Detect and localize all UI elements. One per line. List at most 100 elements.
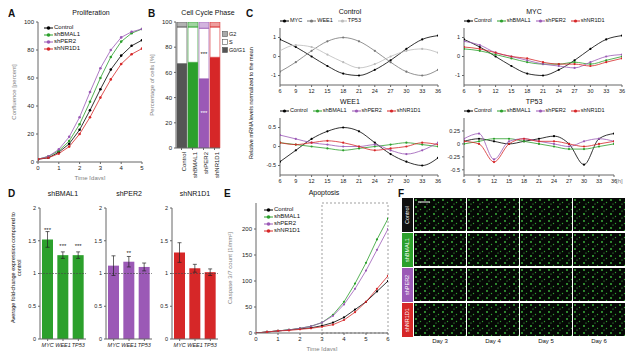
svg-text:0: 0: [31, 159, 35, 165]
svg-text:TP53: TP53: [204, 342, 218, 348]
svg-text:-1: -1: [271, 72, 276, 78]
svg-text:0: 0: [169, 145, 173, 151]
svg-text:1.5: 1.5: [160, 238, 168, 244]
svg-text:WEE1: WEE1: [55, 342, 71, 348]
svg-text:0: 0: [99, 336, 102, 342]
svg-text:24: 24: [551, 178, 557, 184]
svg-text:36: 36: [619, 88, 625, 94]
svg-text:1: 1: [33, 270, 36, 276]
svg-text:30: 30: [587, 88, 593, 94]
svg-text:1: 1: [57, 165, 61, 171]
svg-text:Confluence [percent]: Confluence [percent]: [11, 64, 17, 120]
svg-text:18: 18: [340, 178, 346, 184]
svg-text:6: 6: [386, 336, 390, 342]
svg-text:***: ***: [44, 227, 52, 233]
svg-text:0.5: 0.5: [28, 303, 36, 309]
svg-text:18: 18: [524, 88, 530, 94]
svg-text:1.5: 1.5: [94, 238, 102, 244]
svg-text:2: 2: [165, 205, 168, 211]
svg-text:21: 21: [536, 178, 542, 184]
svg-text:0: 0: [165, 336, 168, 342]
svg-text:27: 27: [572, 88, 578, 94]
svg-text:27: 27: [388, 178, 394, 184]
svg-text:27: 27: [566, 178, 572, 184]
svg-text:12: 12: [491, 178, 497, 184]
svg-text:4: 4: [342, 336, 346, 342]
svg-text:21: 21: [356, 88, 362, 94]
svg-text:1: 1: [276, 336, 280, 342]
svg-text:0.5: 0.5: [268, 124, 276, 130]
svg-text:50: 50: [245, 304, 252, 310]
svg-text:[h]: [h]: [616, 178, 623, 184]
svg-text:3: 3: [320, 336, 324, 342]
svg-text:0: 0: [33, 336, 36, 342]
svg-text:24: 24: [556, 88, 562, 94]
svg-text:9: 9: [294, 88, 297, 94]
svg-text:6: 6: [462, 178, 465, 184]
svg-text:TP53: TP53: [72, 342, 86, 348]
svg-text:Caspase 3/7 count [1/mm²]: Caspase 3/7 count [1/mm²]: [227, 232, 233, 304]
svg-text:0: 0: [273, 143, 276, 149]
svg-text:21: 21: [356, 178, 362, 184]
svg-text:21: 21: [540, 88, 546, 94]
svg-text:2: 2: [33, 205, 36, 211]
svg-text:100: 100: [24, 19, 35, 25]
svg-text:-1: -1: [455, 72, 460, 78]
svg-text:0.25: 0.25: [449, 128, 460, 134]
svg-text:-0.25: -0.25: [447, 154, 460, 160]
svg-text:0: 0: [273, 53, 276, 59]
svg-text:12: 12: [309, 88, 315, 94]
svg-text:24: 24: [372, 178, 378, 184]
svg-text:MYC: MYC: [42, 342, 54, 348]
svg-text:15: 15: [506, 178, 512, 184]
svg-text:1: 1: [165, 270, 168, 276]
svg-text:40: 40: [27, 103, 34, 109]
svg-text:TP53: TP53: [138, 342, 152, 348]
svg-text:12: 12: [309, 178, 315, 184]
svg-text:33: 33: [603, 88, 609, 94]
svg-text:6: 6: [278, 178, 281, 184]
svg-text:40: 40: [165, 95, 172, 101]
svg-text:shNR1D1: shNR1D1: [214, 151, 220, 178]
svg-text:9: 9: [294, 178, 297, 184]
svg-text:WEE1: WEE1: [187, 342, 203, 348]
svg-text:0: 0: [36, 165, 40, 171]
svg-text:200: 200: [242, 226, 253, 232]
svg-text:WEE1: WEE1: [121, 342, 137, 348]
svg-text:Percentage of cells [%]: Percentage of cells [%]: [149, 54, 155, 116]
svg-text:60: 60: [27, 75, 34, 81]
svg-text:60: 60: [165, 70, 172, 76]
svg-text:***: ***: [200, 51, 208, 57]
svg-text:36: 36: [435, 88, 441, 94]
svg-text:1.5: 1.5: [28, 238, 36, 244]
svg-text:5: 5: [140, 165, 144, 171]
svg-text:100: 100: [162, 19, 173, 25]
svg-text:15: 15: [508, 88, 514, 94]
svg-text:33: 33: [419, 178, 425, 184]
svg-text:15: 15: [324, 88, 330, 94]
svg-text:-0.5: -0.5: [451, 167, 460, 173]
svg-text:80: 80: [27, 47, 34, 53]
svg-text:4: 4: [120, 165, 124, 171]
svg-text:0: 0: [249, 330, 253, 336]
svg-text:***: ***: [59, 243, 67, 249]
svg-text:33: 33: [419, 88, 425, 94]
svg-text:6: 6: [278, 88, 281, 94]
svg-text:Control: Control: [181, 152, 187, 171]
svg-text:12: 12: [493, 88, 499, 94]
svg-text:5: 5: [364, 336, 368, 342]
svg-text:0.5: 0.5: [160, 303, 168, 309]
svg-text:24: 24: [372, 88, 378, 94]
svg-text:100: 100: [242, 278, 253, 284]
svg-text:MYC: MYC: [108, 342, 120, 348]
svg-text:1: 1: [457, 34, 460, 40]
svg-text:-0.5: -0.5: [267, 162, 276, 168]
svg-text:Time [days]: Time [days]: [75, 175, 106, 180]
svg-text:30: 30: [581, 178, 587, 184]
svg-text:***: ***: [200, 110, 208, 116]
svg-text:**: **: [126, 250, 131, 256]
svg-text:6: 6: [462, 88, 465, 94]
svg-text:2: 2: [298, 336, 302, 342]
svg-text:2: 2: [78, 165, 82, 171]
svg-text:36: 36: [435, 178, 441, 184]
